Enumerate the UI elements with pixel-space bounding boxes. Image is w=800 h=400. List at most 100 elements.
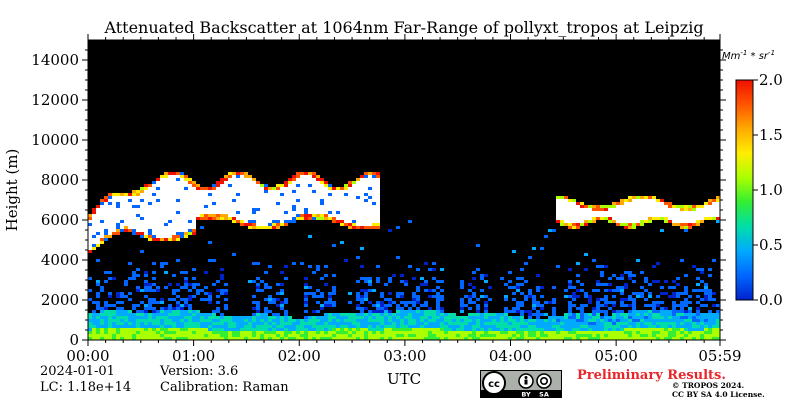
backscatter-cell	[540, 247, 544, 250]
backscatter-cell	[152, 235, 156, 238]
backscatter-cell	[296, 319, 300, 322]
backscatter-cell	[148, 214, 152, 217]
backscatter-cell	[292, 187, 296, 190]
backscatter-cell	[128, 211, 132, 214]
backscatter-cell	[340, 205, 344, 208]
backscatter-cell	[420, 316, 424, 319]
backscatter-cell	[428, 328, 432, 331]
backscatter-cell	[192, 208, 196, 211]
backscatter-cell	[180, 307, 184, 310]
backscatter-cell	[688, 334, 692, 337]
backscatter-cell	[372, 316, 376, 319]
backscatter-cell	[656, 334, 660, 337]
backscatter-cell	[240, 190, 244, 193]
backscatter-cell	[272, 331, 276, 334]
backscatter-cell	[560, 328, 564, 331]
backscatter-cell	[176, 328, 180, 331]
backscatter-cell	[348, 220, 352, 223]
backscatter-cell	[176, 190, 180, 193]
backscatter-cell	[140, 229, 144, 232]
x-axis-label: UTC	[387, 370, 421, 388]
backscatter-cell	[348, 217, 352, 220]
backscatter-cell	[476, 307, 480, 310]
backscatter-cell	[216, 334, 220, 337]
backscatter-cell	[432, 277, 436, 280]
backscatter-cell	[268, 202, 272, 205]
backscatter-cell	[640, 214, 644, 217]
backscatter-cell	[412, 295, 416, 298]
backscatter-cell	[300, 190, 304, 193]
backscatter-cell	[660, 337, 664, 340]
backscatter-cell	[668, 316, 672, 319]
backscatter-cell	[364, 217, 368, 220]
backscatter-cell	[316, 181, 320, 184]
backscatter-cell	[412, 304, 416, 307]
backscatter-cell	[416, 313, 420, 316]
backscatter-cell	[324, 283, 328, 286]
backscatter-cell	[104, 304, 108, 307]
backscatter-cell	[156, 211, 160, 214]
backscatter-cell	[380, 310, 384, 313]
backscatter-cell	[252, 325, 256, 328]
backscatter-cell	[192, 286, 196, 289]
backscatter-cell	[304, 277, 308, 280]
backscatter-cell	[672, 223, 676, 226]
backscatter-cell	[176, 301, 180, 304]
backscatter-cell	[236, 187, 240, 190]
backscatter-cell	[144, 211, 148, 214]
backscatter-cell	[104, 325, 108, 328]
backscatter-cell	[636, 214, 640, 217]
backscatter-cell	[164, 193, 168, 196]
backscatter-cell	[216, 217, 220, 220]
backscatter-cell	[332, 334, 336, 337]
backscatter-cell	[692, 313, 696, 316]
backscatter-cell	[372, 334, 376, 337]
backscatter-cell	[196, 310, 200, 313]
backscatter-cell	[496, 322, 500, 325]
backscatter-cell	[356, 208, 360, 211]
backscatter-cell	[488, 322, 492, 325]
backscatter-cell	[208, 328, 212, 331]
backscatter-cell	[376, 304, 380, 307]
backscatter-cell	[632, 196, 636, 199]
backscatter-cell	[204, 334, 208, 337]
backscatter-cell	[212, 211, 216, 214]
backscatter-cell	[668, 328, 672, 331]
backscatter-cell	[108, 295, 112, 298]
backscatter-cell	[564, 202, 568, 205]
backscatter-cell	[236, 190, 240, 193]
backscatter-cell	[524, 280, 528, 283]
backscatter-cell	[364, 331, 368, 334]
backscatter-cell	[408, 265, 412, 268]
backscatter-cell	[88, 217, 92, 220]
backscatter-cell	[172, 220, 176, 223]
backscatter-cell	[696, 328, 700, 331]
backscatter-cell	[508, 331, 512, 334]
backscatter-cell	[612, 316, 616, 319]
backscatter-cell	[152, 202, 156, 205]
backscatter-cell	[108, 232, 112, 235]
backscatter-cell	[332, 208, 336, 211]
backscatter-cell	[480, 289, 484, 292]
backscatter-cell	[556, 322, 560, 325]
backscatter-cell	[336, 208, 340, 211]
backscatter-cell	[652, 319, 656, 322]
backscatter-cell	[220, 337, 224, 340]
backscatter-cell	[160, 334, 164, 337]
backscatter-cell	[192, 190, 196, 193]
backscatter-cell	[360, 295, 364, 298]
backscatter-cell	[192, 220, 196, 223]
backscatter-cell	[592, 211, 596, 214]
backscatter-cell	[188, 331, 192, 334]
backscatter-cell	[620, 316, 624, 319]
backscatter-cell	[568, 322, 572, 325]
backscatter-cell	[92, 328, 96, 331]
backscatter-cell	[484, 325, 488, 328]
backscatter-cell	[444, 337, 448, 340]
backscatter-cell	[380, 304, 384, 307]
backscatter-cell	[336, 313, 340, 316]
backscatter-cell	[480, 316, 484, 319]
backscatter-cell	[88, 325, 92, 328]
backscatter-cell	[640, 337, 644, 340]
backscatter-cell	[276, 313, 280, 316]
